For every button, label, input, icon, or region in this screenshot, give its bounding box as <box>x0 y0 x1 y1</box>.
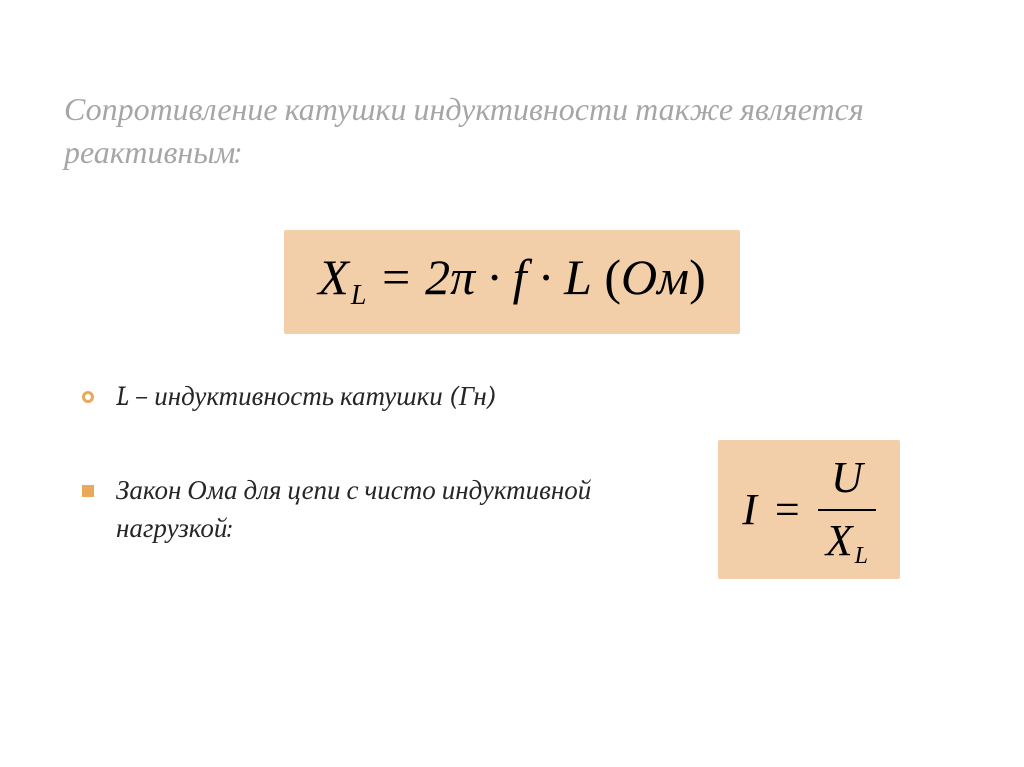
eq-unit-close: ) <box>689 249 706 305</box>
bullet-inductance: L – индуктивность катушки (Гн) <box>82 378 960 416</box>
slide-title: Сопротивление катушки индуктивности такж… <box>64 88 960 174</box>
main-equation-box: XL = 2π · f · L (Ом) <box>284 230 739 334</box>
bullet1-symbol: L <box>116 381 129 412</box>
bullet-marker-square-icon <box>82 485 94 497</box>
fraction-bar-icon <box>818 509 876 511</box>
bullet-ohm-law: Закон Ома для цепи с чисто индуктивной н… <box>82 472 658 548</box>
ohm-equation-container: I = U XL <box>718 440 900 579</box>
main-equation-container: XL = 2π · f · L (Ом) <box>64 230 960 334</box>
ohm-denominator: XL <box>818 515 876 567</box>
eq-rhs: = 2π · f · L <box>366 249 592 305</box>
bullet-list-1: L – индуктивность катушки (Гн) <box>64 378 960 416</box>
eq-lhs-sub: L <box>351 280 367 311</box>
ohm-den-var: X <box>826 517 853 565</box>
eq-unit: Ом <box>621 249 689 305</box>
bullet-marker-circle-icon <box>82 391 94 403</box>
bullet1-unit: (Гн) <box>449 381 497 412</box>
ohm-numerator: U <box>823 452 871 504</box>
ohm-equation-box: I = U XL <box>718 440 900 579</box>
lower-row: Закон Ома для цепи с чисто индуктивной н… <box>64 440 960 579</box>
ohm-eqsign: = <box>775 484 818 535</box>
ohm-fraction: U XL <box>818 452 876 567</box>
bullet1-text: – индуктивность катушки <box>129 381 449 412</box>
bullet-list-2: Закон Ома для цепи с чисто индуктивной н… <box>64 472 658 548</box>
ohm-den-sub: L <box>855 543 868 569</box>
bullet2-text: Закон Ома для цепи с чисто индуктивной н… <box>116 475 591 544</box>
lower-left: Закон Ома для цепи с чисто индуктивной н… <box>64 472 658 548</box>
eq-lhs-var: X <box>318 249 349 305</box>
ohm-equation: I = U XL <box>742 452 876 567</box>
slide: Сопротивление катушки индуктивности такж… <box>0 0 1024 767</box>
ohm-lhs: I <box>742 484 775 535</box>
eq-unit-open: ( <box>592 249 621 305</box>
